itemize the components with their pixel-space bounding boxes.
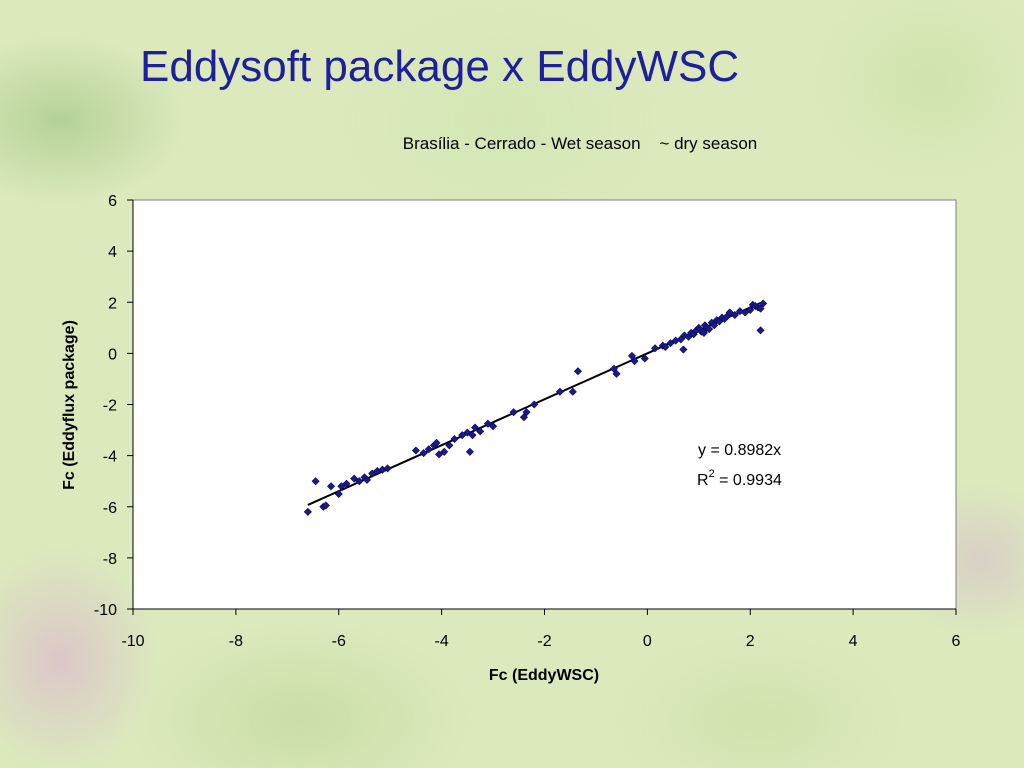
y-tick-label: 0	[108, 346, 117, 363]
y-tick-label: -10	[94, 602, 117, 619]
data-point	[465, 447, 474, 456]
data-point	[383, 464, 392, 473]
r-squared: R2 = 0.9934	[697, 468, 782, 489]
data-point	[363, 475, 372, 484]
data-point	[519, 413, 528, 422]
data-point	[468, 431, 477, 440]
data-point	[440, 447, 449, 456]
data-point	[756, 304, 765, 313]
data-point	[471, 423, 480, 432]
x-tick-label: 0	[643, 633, 652, 650]
y-tick-label: -8	[103, 551, 117, 568]
data-point	[746, 305, 755, 314]
data-point	[612, 369, 621, 378]
data-point	[463, 428, 472, 437]
data-point	[435, 450, 444, 459]
data-point	[327, 482, 336, 491]
x-tick-label: -6	[332, 633, 346, 650]
y-tick-label: -4	[103, 449, 117, 466]
data-point	[303, 507, 312, 516]
regression-equation: y = 0.8982x	[698, 442, 781, 459]
data-point	[666, 339, 675, 348]
data-point	[419, 449, 428, 458]
data-point	[699, 328, 708, 337]
x-tick-label: -4	[435, 633, 449, 650]
data-point	[568, 387, 577, 396]
tick-labels: -10 -8 -6 -4 -2 0 2 4 6 6 4 2 0 -2 -4 -6 -8 -10	[94, 193, 961, 650]
x-tick-label: -8	[229, 633, 243, 650]
data-point	[337, 482, 346, 491]
data-point	[483, 419, 492, 428]
data-point	[627, 351, 636, 360]
data-point	[355, 477, 364, 486]
data-point	[489, 422, 498, 431]
data-point	[640, 354, 649, 363]
data-point	[445, 441, 454, 450]
x-tick-label: 2	[746, 633, 755, 650]
x-axis-label: Fc (EddyWSC)	[489, 667, 599, 684]
data-point	[311, 477, 320, 486]
x-tick-label: 4	[849, 633, 858, 650]
data-point	[432, 438, 441, 447]
r-squared-value: = 0.9934	[715, 472, 782, 489]
r-squared-label: R	[697, 472, 709, 489]
x-tick-label: 6	[952, 633, 961, 650]
data-point	[759, 299, 768, 308]
data-point	[573, 367, 582, 376]
data-point	[680, 331, 689, 340]
y-axis-label: Fc (Eddyflux package)	[61, 320, 78, 490]
data-point	[710, 321, 719, 330]
data-point	[321, 501, 330, 510]
data-point	[509, 408, 518, 417]
data-point	[424, 445, 433, 454]
data-point	[651, 344, 660, 353]
data-point	[705, 325, 714, 334]
data-points	[303, 299, 768, 516]
data-point	[735, 307, 744, 316]
x-tick-label: -2	[537, 633, 551, 650]
r-squared-sup: 2	[709, 468, 715, 480]
data-point	[342, 479, 351, 488]
axes	[127, 199, 957, 615]
data-point	[555, 387, 564, 396]
x-tick-label: -10	[121, 633, 144, 650]
data-point	[334, 489, 343, 498]
data-point	[679, 345, 688, 354]
data-point	[458, 431, 467, 440]
y-tick-label: -6	[103, 500, 117, 517]
data-point	[368, 469, 377, 478]
data-point	[411, 446, 420, 455]
data-point	[530, 400, 539, 409]
y-tick-label: 6	[108, 193, 117, 210]
data-point	[476, 427, 485, 436]
y-tick-label: -2	[103, 398, 117, 415]
data-point	[630, 357, 639, 366]
data-point	[741, 308, 750, 317]
data-point	[725, 308, 734, 317]
y-tick-label: 4	[108, 244, 117, 261]
data-point	[609, 364, 618, 373]
data-point	[730, 311, 739, 320]
data-point	[350, 474, 359, 483]
slide-title: Eddysoft package x EddyWSC	[140, 42, 740, 91]
data-point	[450, 434, 459, 444]
y-tick-label: 2	[108, 295, 117, 312]
data-point	[756, 326, 765, 335]
data-point	[661, 342, 670, 352]
data-point	[522, 408, 531, 417]
chart-title: Brasília - Cerrado - Wet season ~ dry se…	[402, 134, 758, 153]
plot-area	[132, 199, 957, 610]
